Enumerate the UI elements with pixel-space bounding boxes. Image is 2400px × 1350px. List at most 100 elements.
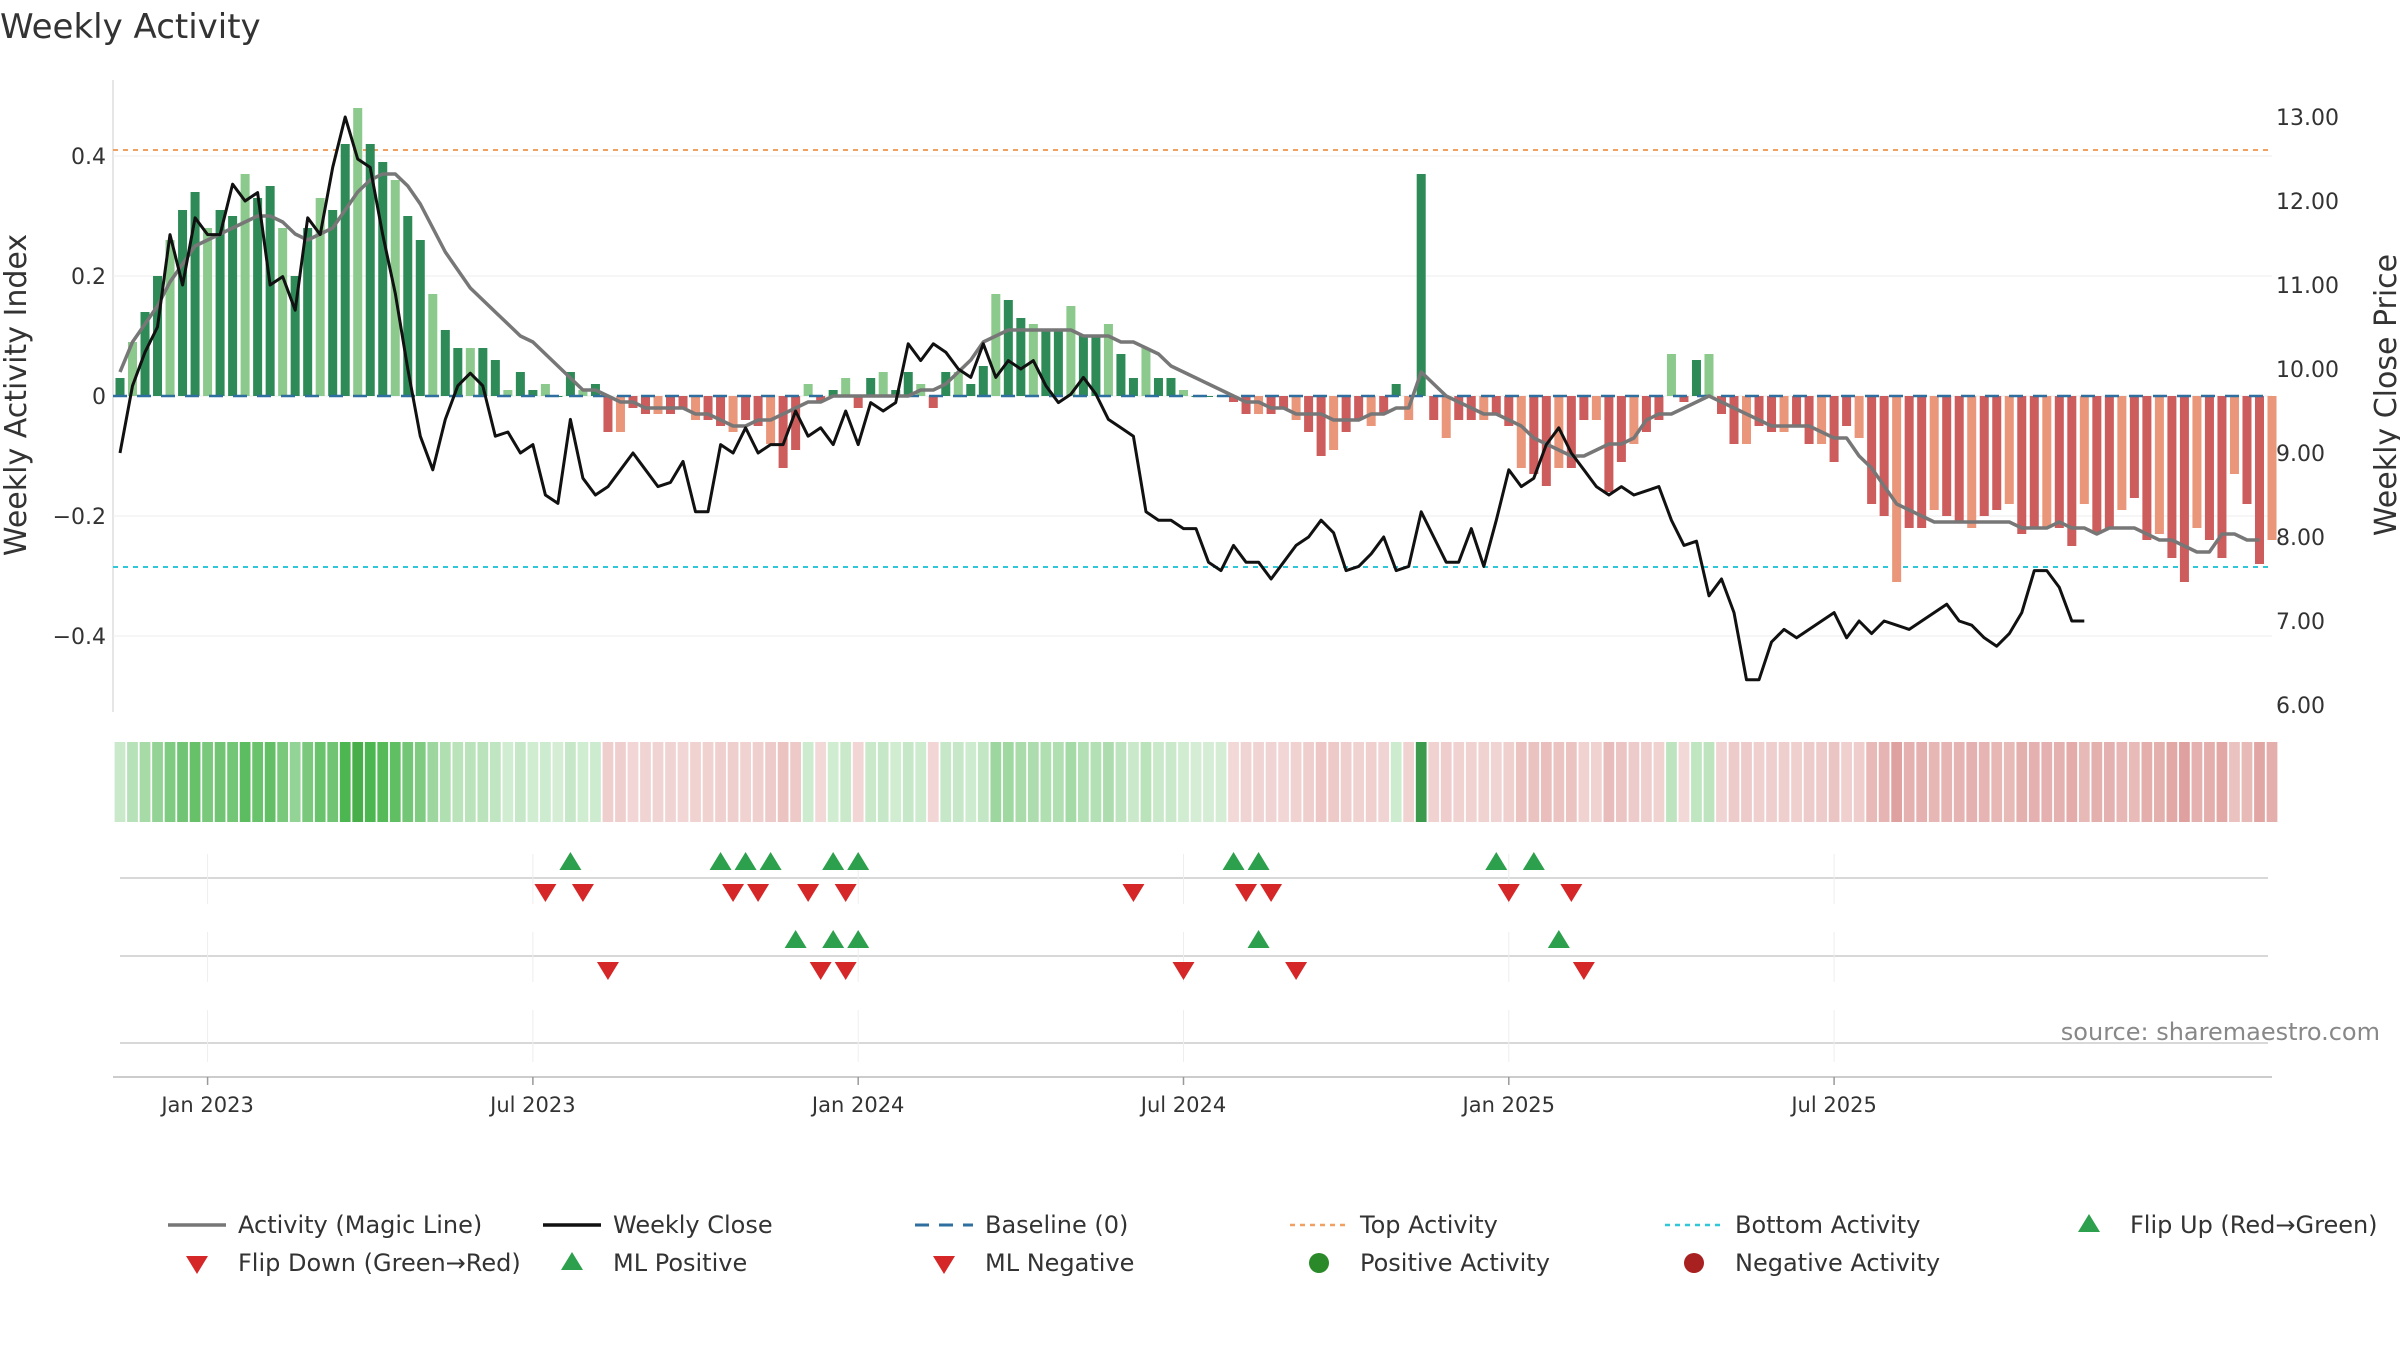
legend-item: Flip Down (Green→Red) (186, 1249, 521, 1277)
activity-bar (2129, 396, 2139, 498)
heatmap-cell (1853, 742, 1865, 822)
activity-bar (478, 348, 488, 396)
heatmap-cell (790, 742, 802, 822)
activity-bar (703, 396, 713, 420)
heatmap-cell (1616, 742, 1627, 822)
heatmap-cell (2241, 742, 2253, 822)
activity-bar (2042, 396, 2052, 528)
heatmap-cell (339, 742, 351, 822)
flip-up-marker (759, 852, 782, 870)
activity-bar (1729, 396, 1739, 444)
flip-down-marker (1235, 884, 1258, 902)
heatmap-cell (139, 742, 151, 822)
activity-bar (1529, 396, 1539, 474)
heatmap-cell (1403, 742, 1415, 822)
heatmap-cell (577, 742, 589, 822)
flip-down-marker (1497, 884, 1520, 902)
legend-label: Top Activity (1359, 1211, 1498, 1239)
activity-bar (1754, 396, 1764, 426)
heatmap-cell (827, 742, 839, 822)
legend-item: Positive Activity (1309, 1249, 1550, 1277)
heatmap-cell (1828, 742, 1840, 822)
activity-bar (2117, 396, 2127, 510)
heatmap-cell (502, 742, 514, 822)
activity-bar (1879, 396, 1889, 516)
activity-bar (1178, 390, 1188, 396)
activity-bar (2267, 396, 2277, 540)
activity-bar (716, 396, 726, 426)
heatmap-cell (615, 742, 626, 822)
activity-bar (1341, 396, 1351, 432)
heatmap-cell (1891, 742, 1903, 822)
legend-item: Baseline (0) (915, 1211, 1128, 1239)
activity-bar (415, 240, 425, 396)
activity-bar (2179, 396, 2189, 582)
activity-bar (1579, 396, 1589, 420)
flip-up-marker (559, 852, 582, 870)
activity-bar (741, 396, 751, 420)
y-tick-label: 0.4 (71, 145, 106, 170)
activity-bar (203, 228, 213, 396)
activity-bar (978, 366, 988, 396)
ml-positive-marker (784, 930, 807, 948)
heatmap-cell (464, 742, 476, 822)
activity-bar (1379, 396, 1389, 414)
activity-bar (1103, 324, 1113, 396)
activity-bar (2104, 396, 2114, 528)
activity-bar (253, 198, 263, 396)
flip-down-marker (834, 884, 857, 902)
heatmap-cell (202, 742, 213, 822)
heatmap-cell (402, 742, 414, 822)
heatmap-cell (1315, 742, 1327, 822)
y2-tick-label: 13.00 (2276, 106, 2339, 131)
activity-bar (503, 390, 513, 396)
activity-bar (1516, 396, 1526, 468)
heatmap-cell (1778, 742, 1790, 822)
activity-bar (1704, 354, 1714, 396)
heatmap-cell (1916, 742, 1928, 822)
activity-bar (603, 396, 613, 432)
heatmap-cell (1678, 742, 1690, 822)
activity-bar (1979, 396, 1989, 516)
heatmap-cell (1215, 742, 1227, 822)
heatmap-cell (1065, 742, 1077, 822)
activity-bar (2079, 396, 2089, 504)
heatmap-cell (1128, 742, 1139, 822)
heatmap-cell (1153, 742, 1164, 822)
heatmap-cell (1115, 742, 1127, 822)
heatmap-cell (1453, 742, 1465, 822)
activity-bar (428, 294, 438, 396)
heatmap-cell (1603, 742, 1615, 822)
heatmap-cell (2028, 742, 2040, 822)
legend-item: Flip Up (Red→Green) (2078, 1211, 2378, 1239)
heatmap-cell (1078, 742, 1089, 822)
heatmap-cell (2078, 742, 2090, 822)
activity-bar (1679, 396, 1689, 402)
legend: Activity (Magic Line) Weekly Close Baselin… (168, 1211, 2378, 1277)
heatmap-cell (327, 742, 339, 822)
activity-bar (1354, 396, 1364, 420)
heatmap-cell (940, 742, 952, 822)
activity-bar (1166, 378, 1176, 396)
heatmap-cell (1503, 742, 1515, 822)
heatmap-cell (2053, 742, 2065, 822)
heatmap-cell (127, 742, 138, 822)
heatmap-cell (740, 742, 751, 822)
heatmap-cell (702, 742, 714, 822)
activity-heatmap-strip (114, 742, 2278, 822)
heatmap-cell (752, 742, 764, 822)
activity-bar (1078, 336, 1088, 396)
y2-tick-label: 9.00 (2276, 442, 2325, 467)
activity-bars (113, 108, 2277, 582)
activity-bar (1641, 396, 1651, 432)
heatmap-cell (2116, 742, 2128, 822)
series-lines (118, 115, 2260, 682)
heatmap-cell (652, 742, 664, 822)
heatmap-cell (2229, 742, 2240, 822)
legend-swatch (933, 1256, 955, 1274)
activity-bar (2154, 396, 2164, 534)
heatmap-cell (352, 742, 364, 822)
heatmap-cell (765, 742, 776, 822)
activity-bar (1892, 396, 1902, 582)
heatmap-cell (114, 742, 126, 822)
